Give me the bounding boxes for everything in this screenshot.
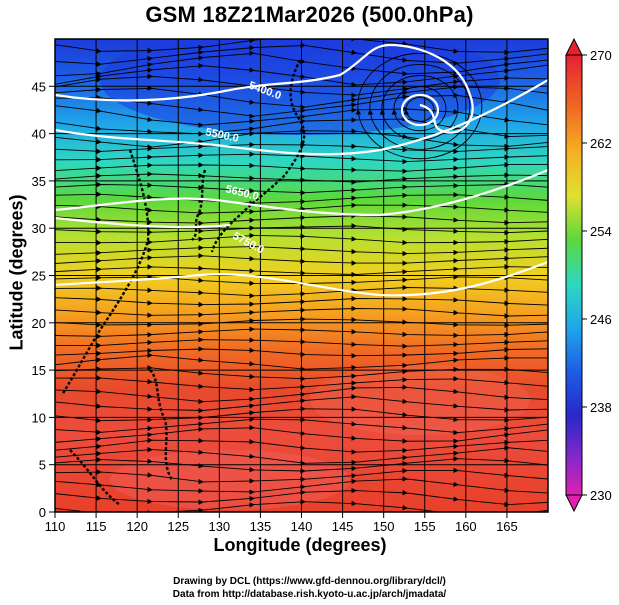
streamline (55, 171, 548, 185)
y-tick-label: 30 (32, 221, 46, 236)
y-tick-label: 5 (39, 458, 46, 473)
contour-5500 (55, 79, 548, 156)
colorbar-top-cap (565, 37, 583, 56)
y-axis-label: Latitude (degrees) (6, 194, 27, 351)
colorbar: 270 262 254 246 238 230 (565, 37, 612, 513)
x-tick-label: 110 (45, 519, 66, 534)
colorbar-label: 270 (590, 48, 612, 63)
x-tick-label: 145 (332, 519, 354, 534)
colorbar-label: 230 (590, 488, 612, 503)
colorbar-bottom-cap (565, 494, 583, 513)
streamline (55, 316, 548, 328)
streamline-vortex (367, 63, 471, 150)
x-tick-label: 135 (250, 519, 272, 534)
colorbar-ticks: 270 262 254 246 238 230 (582, 48, 612, 503)
streamline-vortex (403, 97, 435, 122)
streamline (55, 284, 548, 299)
colorbar-ramp (565, 54, 583, 496)
streamline (55, 243, 548, 257)
y-tick-label: 15 (32, 363, 46, 378)
colorbar-label: 246 (590, 312, 612, 327)
credit-line-1: Drawing by DCL (https://www.gfd-dennou.o… (173, 576, 446, 587)
plot-area: 5400.0 5500.0 5650.0 5750.0 (55, 39, 548, 512)
y-tick-label: 25 (32, 269, 46, 284)
contour-5400 (55, 43, 474, 134)
geopotential-contours (55, 43, 548, 297)
closed-low (400, 93, 440, 127)
contour-5650 (55, 168, 548, 217)
contour-5750 (55, 260, 548, 297)
x-tick-label: 125 (167, 519, 189, 534)
x-axis-ticks: 110 115 120 125 130 135 140 145 150 155 160 165 (45, 512, 518, 534)
x-tick-label: 140 (291, 519, 313, 534)
streamline (55, 223, 548, 236)
map-title: GSM 18Z21Mar2026 (500.0hPa) (145, 2, 474, 27)
y-tick-label: 45 (32, 79, 46, 94)
streamline-vortex (379, 75, 459, 141)
y-tick-label: 40 (32, 127, 46, 142)
colorbar-label: 254 (590, 224, 612, 239)
grid-lines (55, 39, 548, 512)
x-tick-label: 150 (373, 519, 395, 534)
y-tick-label: 35 (32, 174, 46, 189)
streamline (55, 337, 548, 349)
y-tick-label: 10 (32, 410, 46, 425)
x-tick-label: 160 (455, 519, 477, 534)
streamline (55, 232, 548, 246)
x-tick-label: 115 (86, 519, 107, 534)
contour-5800 (55, 216, 231, 229)
streamline (55, 141, 548, 155)
credit-line-2: Data from http://database.rish.kyoto-u.a… (172, 589, 447, 600)
streamline-vortex (355, 52, 483, 160)
y-tick-label: 0 (39, 505, 46, 520)
streamline (55, 326, 548, 340)
streamline (55, 499, 548, 512)
x-tick-label: 120 (126, 519, 148, 534)
y-tick-label: 20 (32, 316, 46, 331)
streamline-vortex (391, 86, 447, 132)
philippines-coast (149, 369, 174, 481)
y-axis-ticks: 0 5 10 15 20 25 30 35 40 45 (32, 79, 55, 520)
streamline (55, 151, 548, 165)
colorbar-label: 262 (590, 136, 612, 151)
korea-coast (191, 169, 207, 241)
x-tick-label: 130 (208, 519, 230, 534)
streamline (55, 213, 548, 226)
streamline (55, 264, 548, 278)
x-axis-label: Longitude (degrees) (213, 535, 387, 555)
streamline (55, 253, 548, 266)
borneo-coast (69, 449, 121, 506)
streamline (55, 305, 548, 319)
x-tick-label: 155 (414, 519, 436, 534)
streamline (55, 202, 548, 216)
japan-coast (210, 59, 306, 253)
streamline (55, 295, 548, 308)
x-tick-label: 165 (496, 519, 518, 534)
colorbar-label: 238 (590, 400, 612, 415)
